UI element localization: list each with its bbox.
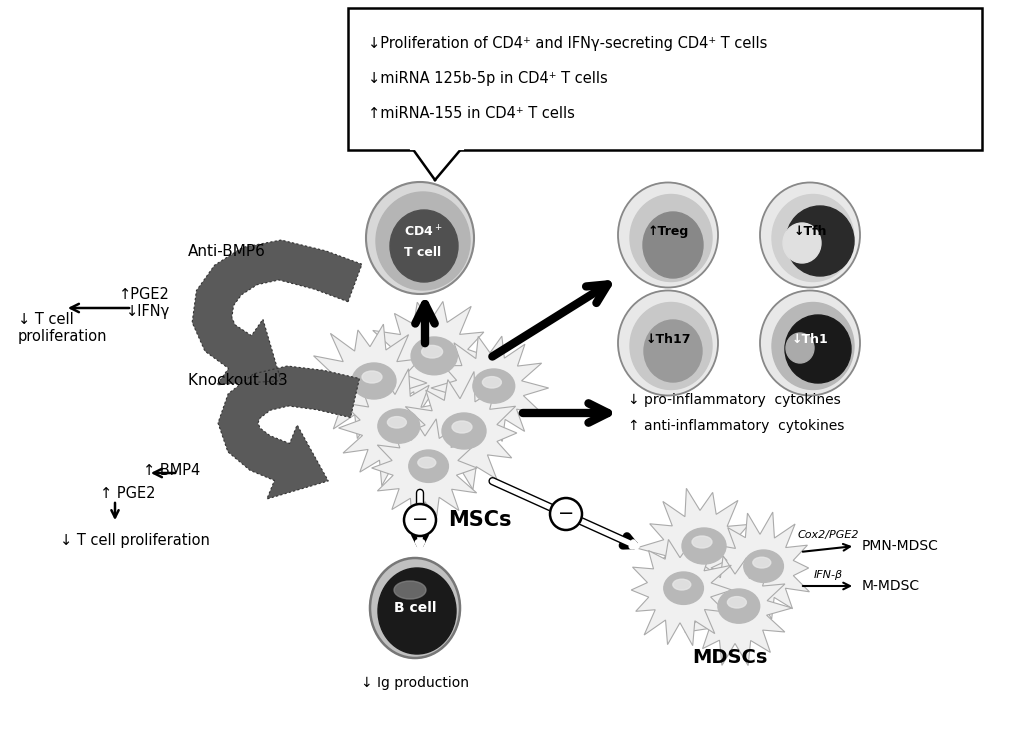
Ellipse shape bbox=[376, 192, 470, 290]
Polygon shape bbox=[636, 489, 759, 607]
Text: Anti-BMP6: Anti-BMP6 bbox=[188, 244, 266, 258]
Ellipse shape bbox=[366, 182, 474, 294]
Ellipse shape bbox=[362, 371, 382, 383]
Polygon shape bbox=[218, 366, 359, 499]
Ellipse shape bbox=[390, 210, 458, 282]
Text: −: − bbox=[558, 505, 574, 523]
Text: ↑PGE2
↓IFNγ: ↑PGE2 ↓IFNγ bbox=[119, 287, 170, 320]
Ellipse shape bbox=[786, 206, 854, 276]
Ellipse shape bbox=[785, 315, 851, 383]
Text: ↓ Ig production: ↓ Ig production bbox=[361, 676, 469, 690]
Ellipse shape bbox=[482, 376, 502, 388]
Ellipse shape bbox=[378, 568, 456, 654]
Polygon shape bbox=[678, 556, 793, 666]
Text: Knockout Id3: Knockout Id3 bbox=[188, 373, 288, 387]
Text: CD4$^+$: CD4$^+$ bbox=[403, 224, 442, 240]
Text: B cell: B cell bbox=[394, 601, 436, 615]
Polygon shape bbox=[631, 539, 732, 646]
Ellipse shape bbox=[772, 195, 854, 281]
Polygon shape bbox=[313, 324, 427, 440]
Ellipse shape bbox=[783, 223, 821, 263]
Ellipse shape bbox=[664, 572, 703, 604]
Ellipse shape bbox=[411, 337, 458, 375]
Ellipse shape bbox=[473, 369, 515, 403]
Text: ↓ T cell proliferation: ↓ T cell proliferation bbox=[60, 533, 210, 548]
Text: −: − bbox=[412, 511, 428, 529]
Text: ↑ PGE2: ↑ PGE2 bbox=[100, 486, 156, 500]
Text: MSCs: MSCs bbox=[449, 510, 512, 530]
Ellipse shape bbox=[760, 182, 860, 288]
Ellipse shape bbox=[718, 589, 760, 623]
Text: T cell: T cell bbox=[404, 246, 441, 258]
Ellipse shape bbox=[409, 450, 449, 483]
Ellipse shape bbox=[772, 303, 854, 390]
Text: ↓Th17: ↓Th17 bbox=[645, 333, 691, 345]
Polygon shape bbox=[412, 148, 462, 180]
Text: ↓Th1: ↓Th1 bbox=[792, 333, 828, 345]
Ellipse shape bbox=[387, 416, 407, 428]
FancyBboxPatch shape bbox=[348, 8, 982, 150]
Ellipse shape bbox=[422, 345, 442, 358]
Ellipse shape bbox=[378, 409, 420, 444]
Text: MDSCs: MDSCs bbox=[692, 648, 768, 667]
Polygon shape bbox=[367, 301, 493, 418]
Polygon shape bbox=[372, 418, 477, 524]
Ellipse shape bbox=[727, 596, 746, 608]
Circle shape bbox=[404, 504, 436, 536]
Ellipse shape bbox=[618, 291, 718, 396]
Text: ↑Treg: ↑Treg bbox=[647, 224, 688, 238]
Text: M-MDSC: M-MDSC bbox=[862, 579, 921, 593]
Ellipse shape bbox=[452, 421, 472, 433]
Polygon shape bbox=[406, 371, 517, 489]
Ellipse shape bbox=[760, 291, 860, 396]
Ellipse shape bbox=[644, 320, 702, 382]
Text: PMN-MDSC: PMN-MDSC bbox=[862, 539, 939, 553]
Ellipse shape bbox=[692, 536, 712, 548]
Polygon shape bbox=[339, 369, 456, 486]
Text: ↑ anti-inflammatory  cytokines: ↑ anti-inflammatory cytokines bbox=[628, 419, 845, 433]
Ellipse shape bbox=[352, 363, 396, 399]
Text: IFN-β: IFN-β bbox=[813, 570, 843, 580]
Text: ↓miRNA 125b-5p in CD4⁺ T cells: ↓miRNA 125b-5p in CD4⁺ T cells bbox=[368, 71, 608, 86]
Circle shape bbox=[550, 498, 582, 530]
Text: ↑miRNA-155 in CD4⁺ T cells: ↑miRNA-155 in CD4⁺ T cells bbox=[368, 106, 574, 120]
Text: Cox2/PGE2: Cox2/PGE2 bbox=[798, 530, 859, 540]
Ellipse shape bbox=[743, 550, 783, 582]
Ellipse shape bbox=[786, 333, 814, 363]
Polygon shape bbox=[710, 512, 809, 620]
Text: ↓Proliferation of CD4⁺ and IFNγ-secreting CD4⁺ T cells: ↓Proliferation of CD4⁺ and IFNγ-secretin… bbox=[368, 35, 767, 50]
Polygon shape bbox=[193, 240, 361, 384]
Ellipse shape bbox=[673, 579, 691, 590]
Ellipse shape bbox=[394, 581, 426, 599]
Ellipse shape bbox=[643, 212, 703, 278]
Ellipse shape bbox=[418, 458, 436, 468]
Text: ↓ T cell
proliferation: ↓ T cell proliferation bbox=[18, 311, 108, 344]
Polygon shape bbox=[431, 336, 549, 443]
Ellipse shape bbox=[442, 413, 486, 449]
Ellipse shape bbox=[618, 182, 718, 288]
Text: ↓ pro-inflammatory  cytokines: ↓ pro-inflammatory cytokines bbox=[628, 393, 841, 407]
Ellipse shape bbox=[682, 528, 726, 564]
Ellipse shape bbox=[630, 303, 712, 390]
Text: Id1: Id1 bbox=[253, 289, 288, 308]
Ellipse shape bbox=[370, 558, 460, 658]
Text: ↑ BMP4: ↑ BMP4 bbox=[142, 463, 200, 477]
Ellipse shape bbox=[753, 557, 771, 568]
Text: ↓Tfh: ↓Tfh bbox=[794, 224, 826, 238]
Ellipse shape bbox=[630, 195, 712, 281]
